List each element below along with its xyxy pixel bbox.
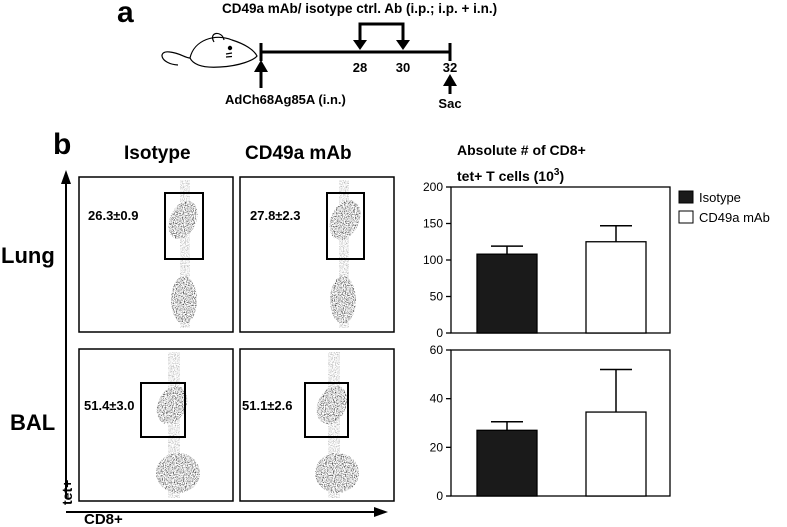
bar-chart-lung: 0 50 100 150 200: [423, 180, 671, 340]
y-tick-label: 60: [430, 343, 444, 357]
gate-value: 27.8±2.3: [250, 208, 301, 223]
timeline-diagram: 28 30 32 AdCh68Ag85A (i.n.) Sac: [161, 22, 462, 111]
chart-title-main: tet+ T cells (10: [457, 168, 554, 184]
column-header-cd49a: CD49a mAb: [245, 143, 352, 164]
y-tick-label: 150: [423, 217, 443, 231]
y-axis-arrow: [61, 170, 71, 184]
arrow-down-28: [353, 40, 367, 50]
gate: [164, 192, 204, 260]
flow-plot-bal-cd49a: 51.1±2.6: [239, 348, 395, 502]
mouse-icon: [161, 32, 258, 68]
gate-value: 26.3±0.9: [88, 208, 139, 223]
arrow-down-30: [396, 40, 410, 50]
y-tick-label: 20: [430, 440, 444, 454]
treatment-label: CD49a mAb/ isotype ctrl. Ab (i.p.; i.p. …: [222, 1, 498, 16]
legend-swatch-cd49a: [678, 210, 694, 224]
column-header-isotype: Isotype: [124, 143, 191, 164]
legend-label-cd49a: CD49a mAb: [699, 210, 770, 225]
y-tick-label: 100: [423, 253, 443, 267]
legend-label-isotype: Isotype: [699, 190, 741, 205]
chart-title-end: ): [559, 168, 564, 184]
panel-a-letter: a: [117, 0, 134, 29]
y-axis-label: tet+: [59, 480, 75, 505]
y-tick-label: 40: [430, 392, 444, 406]
arrow-up-infection: [254, 60, 268, 72]
gate: [326, 192, 365, 260]
chart-title-sup: 3: [554, 167, 560, 178]
sacrifice-label: Sac: [438, 96, 461, 111]
day-label-28: 28: [353, 60, 367, 75]
y-tick-label: 0: [436, 489, 443, 503]
plot-frame: [450, 349, 671, 497]
day-label-30: 30: [396, 60, 410, 75]
flow-plot-lung-isotype: 26.3±0.9: [78, 176, 234, 333]
chart-legend: Isotype CD49a mAb: [678, 190, 770, 225]
flow-plot-bal-isotype: 51.4±3.0: [78, 348, 234, 502]
chart-title-line2: tet+ T cells (103): [457, 167, 564, 184]
gate-value: 51.4±3.0: [84, 398, 135, 413]
y-tick-label: 0: [436, 326, 443, 340]
legend-swatch-isotype: [678, 190, 694, 204]
chart-title-line1: Absolute # of CD8+: [457, 142, 586, 158]
gate-value: 51.1±2.6: [242, 398, 293, 413]
infection-label: AdCh68Ag85A (i.n.): [225, 92, 346, 107]
gate: [140, 382, 186, 438]
y-tick-label: 50: [430, 290, 444, 304]
bar-chart-bal: 0 20 40 60: [430, 343, 671, 503]
day-label-32: 32: [443, 60, 457, 75]
x-axis-arrow: [374, 507, 388, 517]
y-tick-label: 200: [423, 180, 443, 194]
gate: [304, 382, 349, 438]
bar-isotype: [476, 429, 538, 497]
bar-cd49a: [585, 411, 647, 497]
arrow-up-sac: [443, 74, 457, 86]
x-axis-label: CD8+: [84, 511, 123, 527]
row-label-lung: Lung: [1, 243, 55, 268]
bar-cd49a: [585, 241, 647, 334]
bar-isotype: [476, 253, 538, 334]
panel-b-letter: b: [53, 128, 72, 161]
flow-plot-lung-cd49a: 27.8±2.3: [239, 176, 395, 333]
row-label-bal: BAL: [10, 410, 56, 435]
